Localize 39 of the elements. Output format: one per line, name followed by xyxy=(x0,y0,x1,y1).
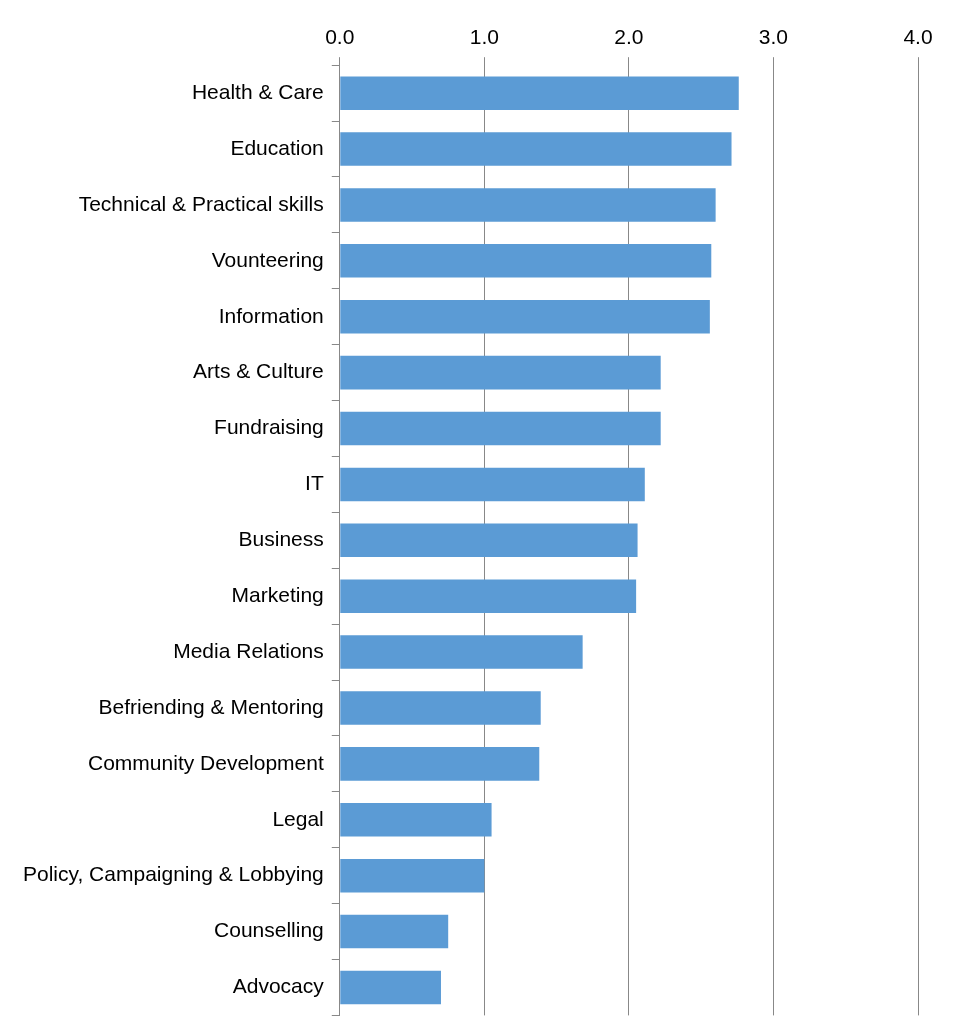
bar xyxy=(340,914,449,949)
x-tick-label: 4.0 xyxy=(903,25,933,49)
x-tick-label: 2.0 xyxy=(614,25,644,49)
y-tick-label: Policy, Campaigning & Lobbying xyxy=(22,862,324,886)
bar xyxy=(340,132,732,166)
x-tick-label: 3.0 xyxy=(758,25,789,49)
bar xyxy=(340,691,541,725)
bar xyxy=(340,635,583,669)
y-tick-label: Health & Care xyxy=(191,79,324,103)
y-tick-label: Legal xyxy=(272,806,324,830)
bar xyxy=(340,188,716,222)
bar xyxy=(340,355,661,390)
y-tick-label: Information xyxy=(218,303,324,327)
bar xyxy=(340,299,710,334)
x-tick-label: 1.0 xyxy=(469,25,499,49)
bar xyxy=(340,858,485,893)
bar xyxy=(340,970,441,1005)
x-tick-label: 0.0 xyxy=(325,25,355,49)
y-tick-label: Education xyxy=(230,135,324,159)
bar xyxy=(340,76,739,110)
bar xyxy=(340,411,661,446)
bar xyxy=(340,467,645,502)
y-tick-label: Vounteering xyxy=(211,247,324,271)
y-tick-label: Community Development xyxy=(88,750,324,774)
y-tick-label: Arts & Culture xyxy=(193,359,324,383)
bar xyxy=(340,579,637,613)
y-tick-label: Advocacy xyxy=(232,974,325,998)
y-tick-label: Counselling xyxy=(214,918,324,942)
bar xyxy=(340,803,492,837)
y-tick-label: Fundraising xyxy=(214,415,324,439)
y-tick-label: Business xyxy=(238,527,324,551)
bar xyxy=(340,523,638,558)
y-tick-label: Marketing xyxy=(231,582,324,606)
y-tick-label: Technical & Practical skills xyxy=(78,191,324,215)
y-tick-label: Media Relations xyxy=(173,638,324,662)
y-tick-label: IT xyxy=(305,471,324,495)
bar xyxy=(340,244,712,278)
y-tick-label: Befriending & Mentoring xyxy=(98,694,324,718)
bar xyxy=(340,747,540,781)
